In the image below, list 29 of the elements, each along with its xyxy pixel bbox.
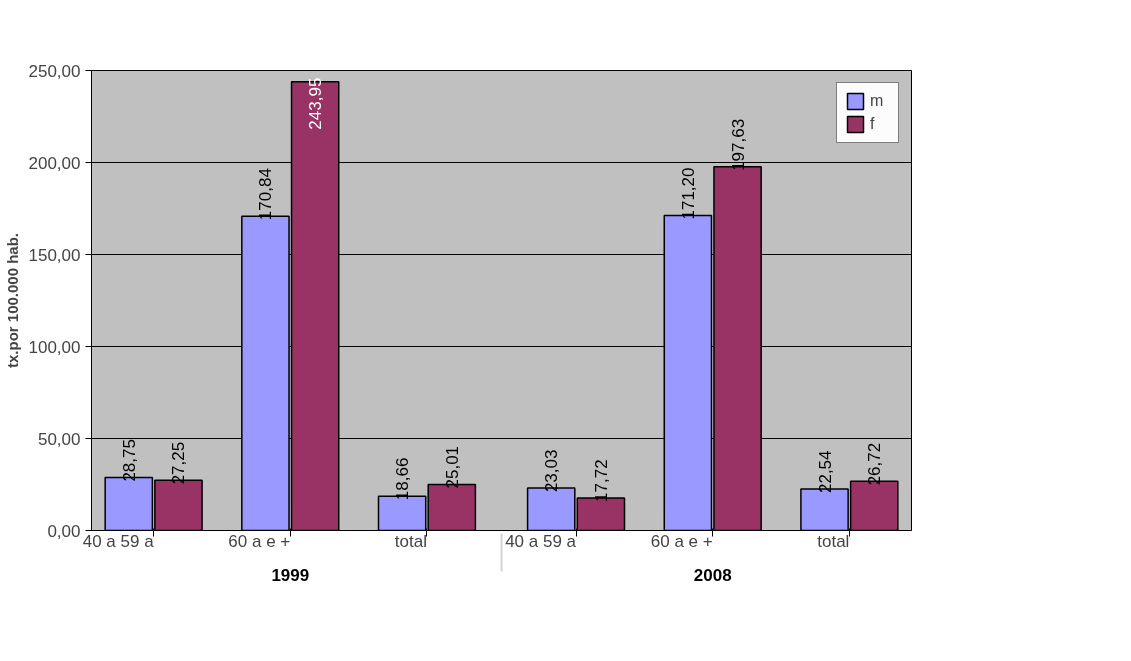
y-tick-label: 200,00 bbox=[28, 153, 81, 173]
legend-label: m bbox=[870, 92, 885, 110]
data-label: 26,72 bbox=[865, 442, 885, 486]
text: 2008 bbox=[693, 565, 732, 585]
y-tick-label: 150,00 bbox=[28, 245, 81, 265]
x-tick-label: 60 a e + bbox=[650, 532, 713, 551]
data-label: 27,25 bbox=[169, 441, 189, 485]
data-label: 18,66 bbox=[393, 457, 413, 501]
x-tick-label: 40 a 59 a bbox=[82, 532, 155, 551]
data-label: 28,75 bbox=[119, 439, 139, 482]
data-label: 243,95 bbox=[306, 77, 326, 130]
x-tick-label: 40 a 59 a bbox=[505, 532, 577, 551]
text: 1999 bbox=[271, 565, 310, 585]
data-label: 22,54 bbox=[815, 450, 835, 494]
y-tick-label: 0,00 bbox=[47, 521, 81, 541]
y-tick-label: 100,00 bbox=[28, 337, 81, 357]
x-tick-label: 60 a e + bbox=[228, 532, 291, 551]
data-label: 23,03 bbox=[542, 449, 562, 493]
data-label: 17,72 bbox=[591, 459, 611, 502]
y-axis-title: tx.por 100.000 hab. bbox=[3, 232, 21, 369]
y-tick-label: 250,00 bbox=[28, 61, 81, 81]
data-label: 170,84 bbox=[256, 168, 276, 221]
data-label: 25,01 bbox=[442, 445, 462, 489]
x-tick-label: total bbox=[394, 532, 427, 551]
legend-label: f bbox=[870, 115, 876, 133]
data-label: 171,20 bbox=[678, 167, 698, 220]
x-tick-label: total bbox=[817, 532, 850, 551]
data-label: 197,63 bbox=[728, 118, 748, 171]
y-tick-label: 50,00 bbox=[37, 429, 81, 449]
